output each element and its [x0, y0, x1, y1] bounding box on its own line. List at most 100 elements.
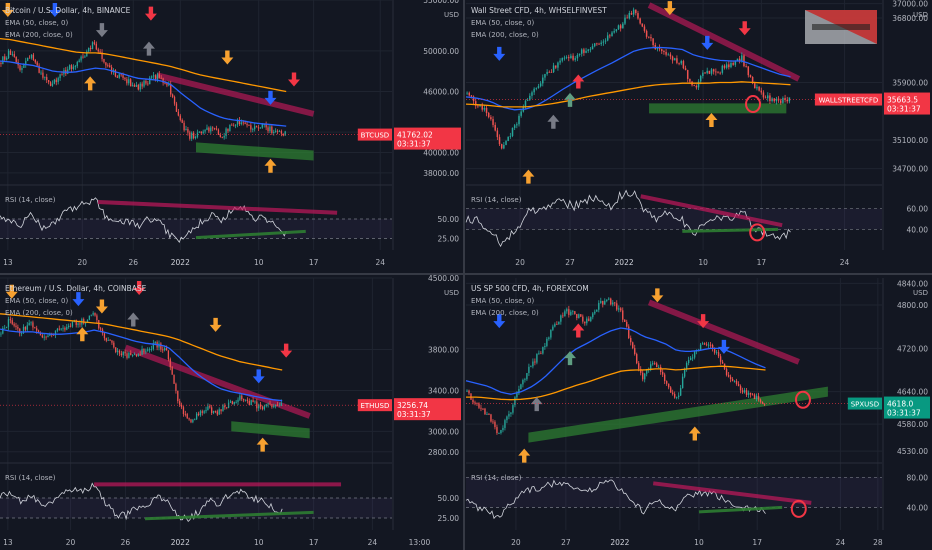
- candle-body: [213, 128, 216, 129]
- candle-body: [196, 132, 199, 138]
- rsi-support-trendline: [682, 227, 779, 233]
- candle-body: [611, 32, 613, 36]
- time-axis: [0, 252, 392, 272]
- candle-body: [113, 342, 115, 348]
- candle-body: [128, 352, 130, 358]
- down-arrow-icon: [72, 292, 85, 307]
- symbol-tag-text: SPXUSD: [851, 401, 879, 409]
- candle-body: [734, 61, 737, 65]
- candle-body: [568, 309, 570, 315]
- candle-body: [222, 405, 224, 412]
- candle-body: [78, 60, 80, 63]
- candle-body: [756, 86, 758, 89]
- candle-body: [786, 99, 788, 102]
- price-axis: [393, 0, 463, 250]
- candle-body: [490, 117, 492, 120]
- candle-body: [677, 395, 680, 398]
- support-zone: [231, 421, 310, 439]
- candle-body: [472, 96, 475, 102]
- ema200-legend: EMA (200, close, 0): [471, 31, 539, 39]
- candle-body: [192, 132, 195, 139]
- candle-body: [135, 354, 138, 357]
- candle-body: [58, 328, 60, 330]
- candle-body: [537, 86, 540, 88]
- candle-body: [481, 104, 483, 110]
- candle-body: [590, 317, 592, 321]
- candle-body: [711, 345, 714, 349]
- candle-body: [130, 79, 132, 87]
- candle-body: [617, 25, 620, 30]
- candle-body: [691, 357, 694, 359]
- candle-body: [584, 321, 586, 324]
- price-tag-countdown: 03:31:37: [887, 105, 921, 114]
- candle-body: [737, 383, 740, 387]
- up-arrow-icon: [572, 74, 585, 89]
- candle-body: [526, 373, 528, 380]
- candle-body: [514, 397, 516, 406]
- candle-body: [28, 323, 30, 326]
- y-tick-label: 4500.00: [428, 274, 459, 283]
- candle-body: [650, 364, 652, 369]
- candle-body: [107, 65, 109, 67]
- candle-body: [717, 352, 720, 357]
- candle-body: [500, 430, 502, 433]
- candle-body: [188, 418, 190, 420]
- candle-body: [24, 326, 27, 330]
- candle-body: [177, 111, 180, 116]
- chart-panel-4: 4840.00 4800.00 4720.00 4640.00 4580.00 4530.…: [465, 278, 932, 550]
- candle-body: [673, 393, 676, 398]
- x-tick-label: 24: [840, 258, 850, 267]
- candle-body: [634, 348, 636, 355]
- candle-body: [267, 403, 269, 405]
- candle-body: [198, 131, 201, 133]
- candle-body: [531, 92, 533, 96]
- candle-body: [710, 69, 713, 74]
- candle-body: [665, 381, 668, 384]
- price-axis: [883, 0, 932, 250]
- x-tick-label: 27: [561, 538, 571, 547]
- candle-body: [658, 47, 661, 50]
- down-arrow-icon: [738, 21, 751, 36]
- down-arrow-icon: [493, 46, 506, 61]
- candle-body: [701, 343, 704, 345]
- candle-body: [490, 414, 492, 422]
- candle-body: [220, 409, 222, 412]
- candle-body: [638, 363, 640, 369]
- candle-body: [751, 77, 754, 84]
- y-tick-label: 38000.00: [423, 169, 459, 178]
- candle-body: [105, 62, 107, 66]
- candle-body: [179, 401, 181, 405]
- rsi-tick-label: 40.00: [907, 225, 929, 234]
- down-arrow-icon: [133, 281, 146, 296]
- candle-body: [61, 74, 63, 76]
- chart-title: Ethereum / U.S. Dollar, 4h, COINBASE: [5, 284, 147, 293]
- candle-body: [468, 92, 471, 96]
- candle-body: [667, 54, 670, 56]
- candle-body: [80, 56, 82, 61]
- candle-body: [729, 376, 732, 380]
- candle-body: [147, 83, 149, 85]
- candle-body: [26, 57, 29, 61]
- candle-body: [548, 71, 551, 73]
- candle-body: [183, 122, 185, 131]
- candle-body: [574, 58, 576, 60]
- candle-body: [64, 327, 66, 330]
- candle-body: [201, 411, 203, 413]
- candle-body: [276, 130, 279, 132]
- candle-body: [229, 124, 231, 132]
- price-tag: [394, 398, 461, 421]
- candle-body: [171, 367, 173, 375]
- candle-body: [562, 315, 564, 317]
- down-arrow-icon: [5, 284, 18, 299]
- candle-body: [224, 405, 226, 408]
- up-arrow-icon: [547, 114, 560, 129]
- candle-body: [678, 62, 680, 64]
- candle-body: [745, 66, 747, 67]
- candle-body: [167, 350, 170, 360]
- candle-body: [38, 65, 40, 73]
- candle-body: [150, 76, 153, 78]
- candle-body: [558, 321, 560, 325]
- down-arrow-icon: [264, 90, 277, 105]
- rsi-band: [466, 208, 882, 230]
- candle-body: [628, 12, 631, 19]
